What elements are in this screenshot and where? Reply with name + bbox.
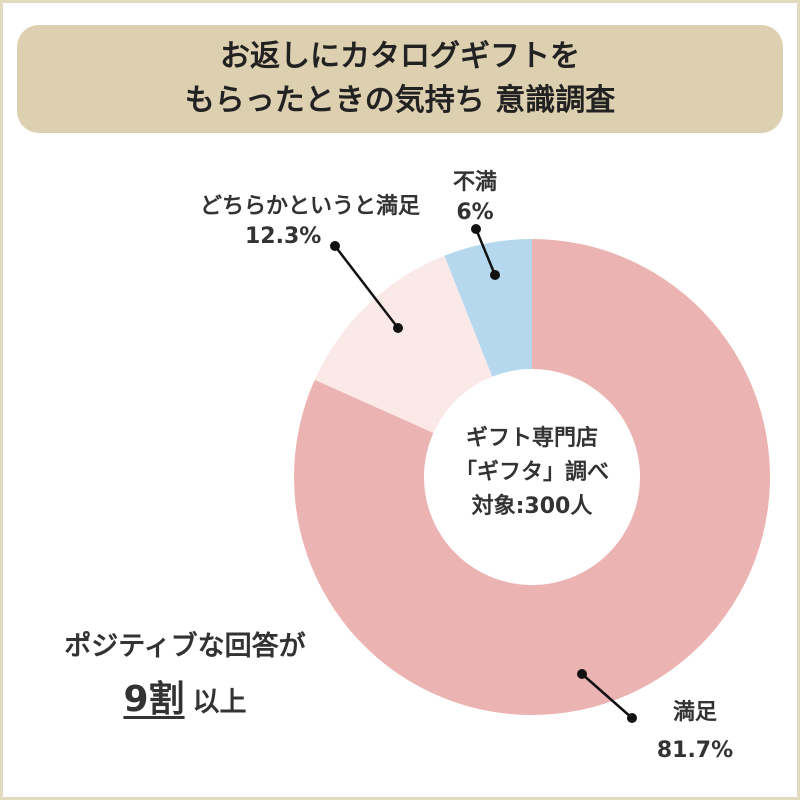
slice-value: 81.7% <box>656 738 734 763</box>
slice-value: 12.3% <box>245 224 322 249</box>
slice-name: どちらかというと満足 <box>199 194 420 219</box>
leader-dot <box>471 224 481 234</box>
callout-suffix: 以上 <box>192 687 247 718</box>
donut-center-text: ギフト専門店 「ギフタ」調べ 対象:300人 <box>420 422 644 524</box>
callout-line-1: ポジティブな回答が <box>64 631 306 662</box>
donut-slice-2 <box>444 239 532 377</box>
leader-dot <box>490 270 500 280</box>
slice-label-somewhat-satisfied: どちらかというと満足 12.3% <box>150 192 420 252</box>
slice-name: 満足 <box>672 700 717 725</box>
center-line-1: ギフト専門店 <box>465 426 598 451</box>
donut-slice-1 <box>314 255 493 433</box>
center-line-3: 対象:300人 <box>471 494 593 519</box>
donut-slice-0 <box>293 239 771 715</box>
center-line-2: 「ギフタ」調べ <box>454 460 609 485</box>
leader-dot <box>577 669 587 679</box>
title-line-2: もらったときの気持ち 意識調査 <box>184 83 616 118</box>
leader-dot <box>330 241 340 251</box>
slice-label-satisfied: 満足 81.7% <box>640 698 750 766</box>
leader-dot <box>627 713 637 723</box>
leader-line-dissatisfied <box>474 228 497 276</box>
title-line-1: お返しにカタログギフトを <box>220 39 580 74</box>
slice-label-dissatisfied: 不満 6% <box>440 168 510 228</box>
title-banner: お返しにカタログギフトを もらったときの気持ち 意識調査 <box>17 25 783 133</box>
slice-name: 不満 <box>452 170 497 195</box>
callout-emphasis: 9割 <box>123 679 185 720</box>
leader-dot <box>393 323 403 333</box>
slice-value: 6% <box>456 200 494 225</box>
leader-line-somewhat-satisfied <box>334 245 399 329</box>
leader-lines <box>330 224 637 723</box>
positive-callout: ポジティブな回答が 9割 以上 <box>30 622 340 731</box>
leader-line-satisfied <box>581 673 633 719</box>
